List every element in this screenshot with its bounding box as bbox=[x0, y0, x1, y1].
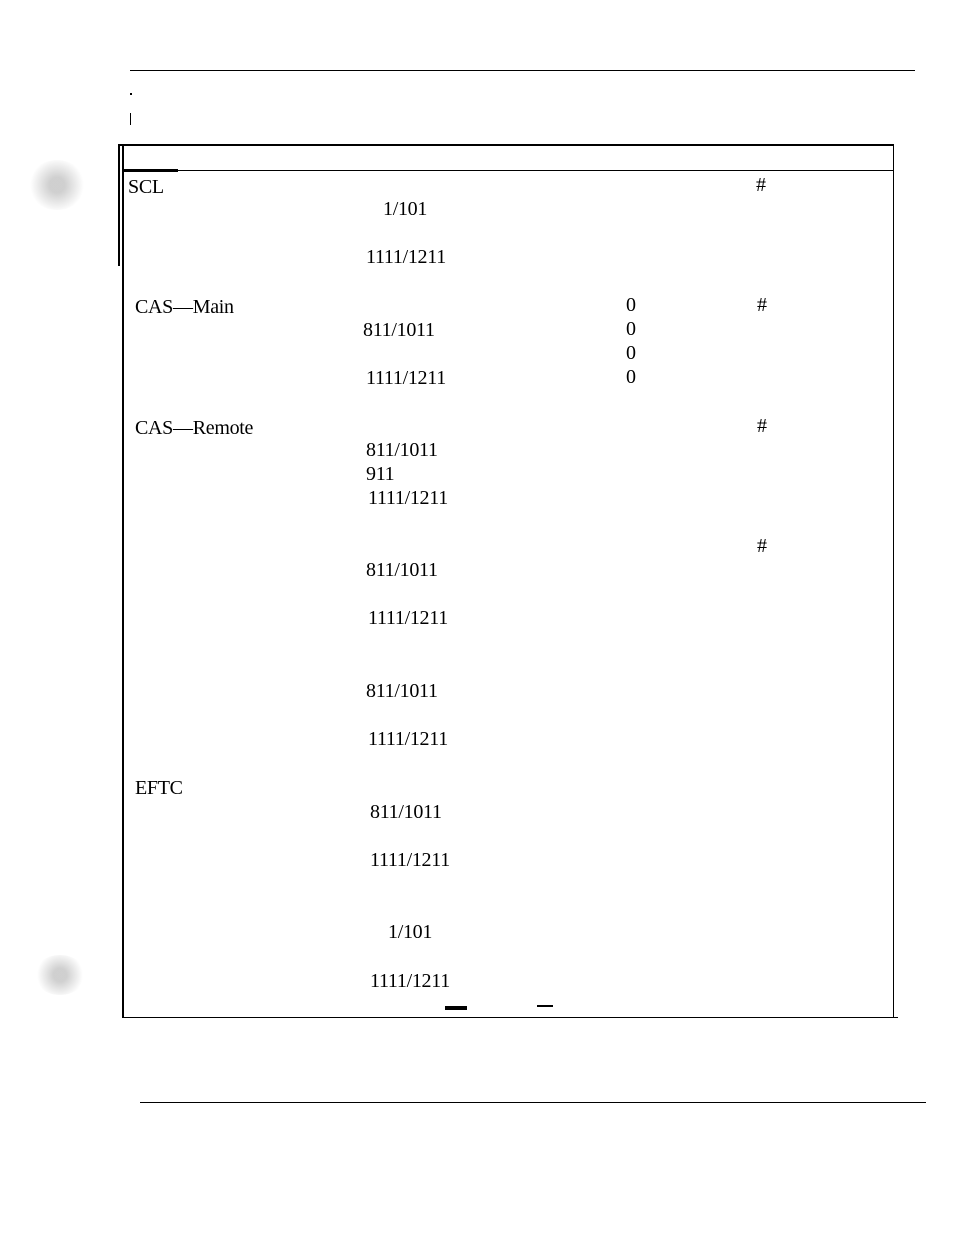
table-right-border bbox=[893, 144, 894, 1018]
value-cell: 811/1011 bbox=[366, 680, 438, 702]
value-cell: 1111/1211 bbox=[366, 246, 446, 268]
row-label-cas-main: CAS—Main bbox=[135, 296, 234, 318]
table-left-border bbox=[122, 144, 124, 1018]
margin-mark bbox=[130, 113, 131, 125]
zero-cell: 0 bbox=[626, 318, 636, 340]
scan-mark bbox=[445, 1006, 467, 1010]
value-cell: 911 bbox=[366, 463, 395, 485]
scan-mark bbox=[537, 1005, 553, 1007]
zero-cell: 0 bbox=[626, 342, 636, 364]
margin-mark bbox=[130, 93, 132, 95]
hole-punch-mark bbox=[34, 955, 86, 995]
value-cell: 1/101 bbox=[383, 198, 428, 220]
value-cell: 1111/1211 bbox=[370, 849, 450, 871]
hash-cell: # bbox=[756, 174, 766, 196]
hash-cell: # bbox=[757, 294, 767, 316]
hole-punch-mark bbox=[28, 160, 86, 210]
value-cell: 1/101 bbox=[388, 921, 433, 943]
value-cell: 1111/1211 bbox=[368, 728, 448, 750]
table-header-accent bbox=[122, 169, 178, 172]
row-label-scl: SCL bbox=[128, 176, 164, 198]
table-top-border bbox=[120, 144, 893, 146]
value-cell: 1111/1211 bbox=[366, 367, 446, 389]
hash-cell: # bbox=[757, 535, 767, 557]
header-rule bbox=[130, 70, 915, 71]
value-cell: 1111/1211 bbox=[368, 487, 448, 509]
value-cell: 811/1011 bbox=[366, 559, 438, 581]
value-cell: 1111/1211 bbox=[370, 970, 450, 992]
zero-cell: 0 bbox=[626, 294, 636, 316]
table-left-thick bbox=[118, 144, 120, 266]
hash-cell: # bbox=[757, 415, 767, 437]
value-cell: 1111/1211 bbox=[368, 607, 448, 629]
table-bottom-border bbox=[124, 1017, 898, 1018]
footer-rule bbox=[140, 1102, 926, 1103]
value-cell: 811/1011 bbox=[366, 439, 438, 461]
row-label-cas-remote: CAS—Remote bbox=[135, 417, 254, 439]
value-cell: 811/1011 bbox=[370, 801, 442, 823]
value-cell: 811/1011 bbox=[363, 319, 435, 341]
zero-cell: 0 bbox=[626, 366, 636, 388]
row-label-eftc: EFTC bbox=[135, 777, 183, 799]
table-header-rule bbox=[122, 170, 893, 171]
